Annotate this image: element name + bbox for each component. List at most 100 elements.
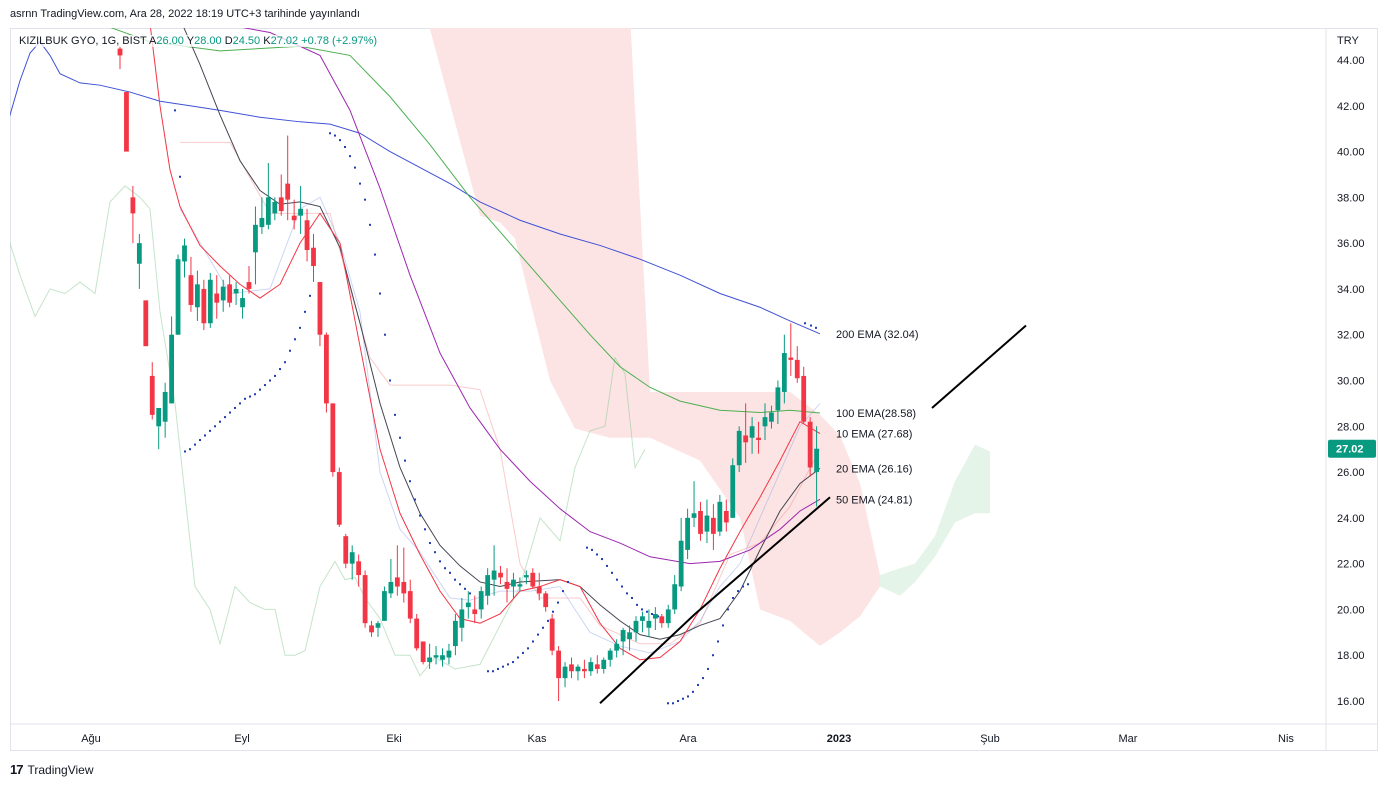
candle[interactable] <box>607 648 613 667</box>
candle[interactable] <box>349 545 355 580</box>
candle[interactable] <box>175 254 181 335</box>
candle[interactable] <box>762 403 768 441</box>
candle[interactable] <box>472 595 478 624</box>
candle[interactable] <box>523 570 529 585</box>
candle[interactable] <box>124 92 129 152</box>
candle[interactable] <box>575 664 581 681</box>
candle[interactable] <box>420 641 426 665</box>
candle[interactable] <box>498 565 503 585</box>
candle[interactable] <box>678 517 684 592</box>
candle[interactable] <box>130 185 136 244</box>
candle[interactable] <box>169 316 174 404</box>
candle[interactable] <box>504 568 510 603</box>
candle[interactable] <box>394 545 400 596</box>
candle[interactable] <box>356 554 362 587</box>
candle[interactable] <box>182 238 187 278</box>
candle[interactable] <box>801 366 807 424</box>
candle[interactable] <box>640 611 645 633</box>
candle[interactable] <box>259 197 265 234</box>
candle[interactable] <box>491 545 497 596</box>
candle[interactable] <box>388 559 394 598</box>
candle[interactable] <box>601 657 607 674</box>
candle[interactable] <box>195 270 200 321</box>
candle[interactable] <box>253 206 258 285</box>
candle[interactable] <box>704 499 710 544</box>
candle[interactable] <box>453 614 458 656</box>
candle[interactable] <box>652 607 658 631</box>
candle[interactable] <box>446 643 452 665</box>
candle[interactable] <box>330 403 336 477</box>
candle[interactable] <box>594 655 600 674</box>
candle[interactable] <box>317 282 323 347</box>
candle[interactable] <box>530 568 536 589</box>
candle[interactable] <box>362 570 368 628</box>
candle[interactable] <box>549 614 555 656</box>
candle[interactable] <box>736 426 742 473</box>
candle[interactable] <box>569 657 574 679</box>
candle[interactable] <box>465 591 471 619</box>
candle[interactable] <box>156 407 162 450</box>
candle[interactable] <box>775 380 781 424</box>
candle[interactable] <box>117 46 123 70</box>
candle[interactable] <box>278 174 284 216</box>
candle[interactable] <box>794 346 800 383</box>
candle[interactable] <box>336 467 342 528</box>
candle[interactable] <box>730 458 736 518</box>
candle[interactable] <box>691 481 697 528</box>
candle[interactable] <box>298 185 303 234</box>
candle[interactable] <box>324 332 329 413</box>
candle[interactable] <box>285 135 291 221</box>
footer-brand[interactable]: 17 TradingView <box>10 762 94 777</box>
candle[interactable] <box>207 272 213 328</box>
candle[interactable] <box>620 627 626 656</box>
candle[interactable] <box>433 646 439 665</box>
candle[interactable] <box>343 533 349 569</box>
candle[interactable] <box>478 586 484 619</box>
candle[interactable] <box>220 279 226 312</box>
candle[interactable] <box>698 501 703 541</box>
candle[interactable] <box>407 579 413 624</box>
candle[interactable] <box>711 504 716 550</box>
candle[interactable] <box>743 403 749 463</box>
candle[interactable] <box>588 657 594 676</box>
candle[interactable] <box>246 266 252 294</box>
candle[interactable] <box>440 648 445 667</box>
candle[interactable] <box>401 547 407 603</box>
candle[interactable] <box>427 643 432 669</box>
candle[interactable] <box>272 197 278 221</box>
candle[interactable] <box>485 568 491 605</box>
candle[interactable] <box>369 620 374 637</box>
candle[interactable] <box>136 233 142 289</box>
candle[interactable] <box>723 499 729 532</box>
candle[interactable] <box>807 417 813 477</box>
candle[interactable] <box>233 282 239 305</box>
candle[interactable] <box>614 639 620 658</box>
candle[interactable] <box>665 604 671 628</box>
candle[interactable] <box>582 659 587 679</box>
candle[interactable] <box>240 288 245 319</box>
candle[interactable] <box>511 572 516 598</box>
candle[interactable] <box>311 233 316 283</box>
candle[interactable] <box>188 256 194 312</box>
candle[interactable] <box>214 275 220 319</box>
candle[interactable] <box>562 662 568 688</box>
candle[interactable] <box>227 275 233 308</box>
candle[interactable] <box>291 199 297 230</box>
candle[interactable] <box>304 208 310 262</box>
candle[interactable] <box>756 421 761 454</box>
candle[interactable] <box>672 575 678 615</box>
candle[interactable] <box>685 508 690 560</box>
candle[interactable] <box>543 591 549 612</box>
candle[interactable] <box>414 614 420 651</box>
candle[interactable] <box>646 609 652 637</box>
candle[interactable] <box>162 382 168 438</box>
candle[interactable] <box>717 494 723 537</box>
candle[interactable] <box>788 323 794 376</box>
candle[interactable] <box>749 417 755 454</box>
candle[interactable] <box>265 163 271 230</box>
candle[interactable] <box>149 362 155 420</box>
candle[interactable] <box>781 334 787 404</box>
candle[interactable] <box>536 572 542 601</box>
candle[interactable] <box>814 426 819 507</box>
